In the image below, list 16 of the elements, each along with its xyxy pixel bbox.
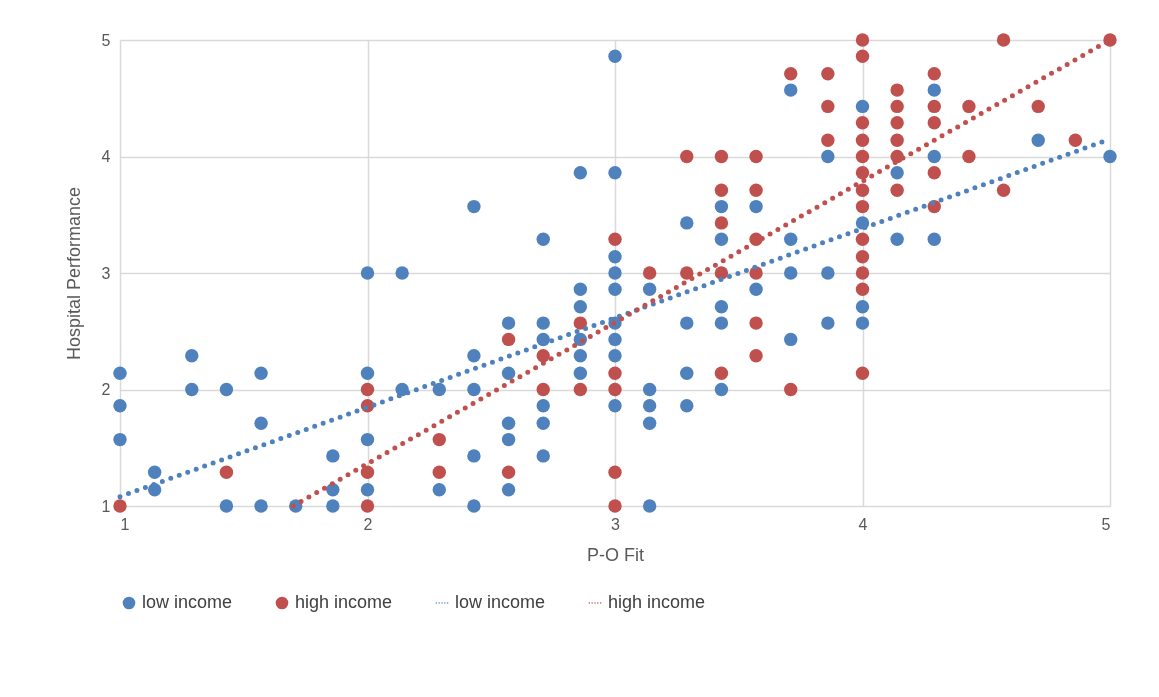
- legend-label: low income: [455, 592, 546, 612]
- y-tick-label: 2: [101, 381, 111, 398]
- x-tick-label: 2: [363, 515, 373, 533]
- y-axis-title: Hospital Performance: [63, 186, 84, 361]
- x-tick-label: 5: [1101, 515, 1111, 533]
- legend-label: high income: [608, 592, 706, 612]
- x-axis-title: P-O Fit: [587, 544, 644, 565]
- y-tick-label: 4: [101, 148, 111, 165]
- x-tick-label: 3: [611, 515, 621, 533]
- y-tick-label: 5: [101, 31, 111, 49]
- y-tick-label: 3: [101, 264, 111, 282]
- x-tick-label: 4: [858, 515, 868, 533]
- legend-label: low income: [142, 592, 233, 612]
- x-tick-label: 1: [120, 515, 130, 533]
- y-tick-label: 1: [101, 497, 111, 515]
- legend-label: high income: [295, 592, 393, 612]
